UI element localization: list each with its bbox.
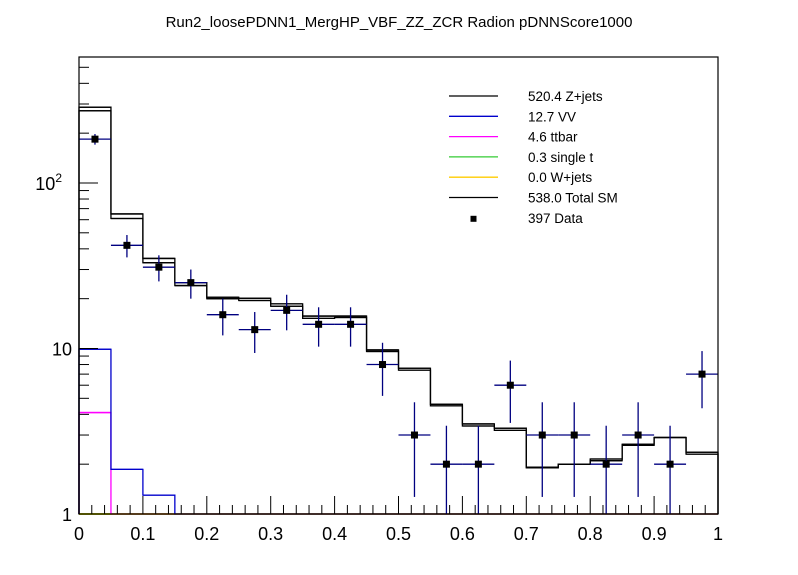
legend-entry: 12.7 VV: [449, 109, 576, 124]
data-marker: [570, 431, 578, 439]
data-point: [686, 351, 718, 409]
legend-label: 397 Data: [528, 211, 583, 226]
data-marker: [442, 460, 450, 468]
legend-label: 12.7 VV: [528, 109, 576, 124]
data-marker: [91, 135, 99, 143]
data-point: [334, 307, 367, 347]
x-tick-label: 0.7: [514, 524, 539, 544]
data-marker: [634, 431, 642, 439]
data-point: [494, 360, 527, 423]
data-point: [302, 307, 335, 347]
data-marker: [538, 431, 546, 439]
data-point: [206, 298, 239, 336]
data-marker: [347, 320, 355, 328]
x-tick-label: 0.5: [386, 524, 411, 544]
series-line-vv: [78, 348, 718, 515]
data-point: [238, 312, 271, 353]
data-point: [654, 425, 687, 514]
data-marker: [187, 279, 195, 287]
data-points-layer: [79, 134, 718, 514]
data-marker: [602, 460, 610, 468]
x-tick-label: 0.6: [450, 524, 475, 544]
data-marker: [474, 460, 482, 468]
x-tick-label: 0: [74, 524, 84, 544]
data-point: [270, 294, 303, 331]
data-marker: [410, 431, 418, 439]
data-point: [79, 134, 111, 145]
legend-label: 0.0 W+jets: [528, 170, 592, 185]
data-point: [398, 402, 431, 497]
y-tick-label: 102: [35, 171, 62, 194]
legend-label: 520.4 Z+jets: [528, 89, 603, 104]
legend-entry: 0.3 single t: [449, 150, 594, 165]
data-marker: [123, 241, 131, 249]
data-point: [174, 269, 207, 299]
data-point: [142, 255, 175, 282]
legend: 520.4 Z+jets 12.7 VV 4.6 ttbar 0.3 single t…: [449, 89, 618, 226]
y-tick-exponent: 2: [55, 171, 62, 185]
y-tick-label: 1: [62, 505, 72, 525]
histogram-layer: [78, 106, 719, 515]
legend-entry: 397 Data: [470, 211, 583, 226]
legend-entry: 520.4 Z+jets: [449, 89, 603, 104]
data-marker: [283, 306, 291, 314]
legend-label: 0.3 single t: [528, 150, 594, 165]
x-tick-label: 1: [713, 524, 723, 544]
chart-title: Run2_loosePDNN1_MergHP_VBF_ZZ_ZCR Radion…: [166, 14, 633, 31]
data-point: [558, 402, 591, 497]
x-tick-label: 0.8: [578, 524, 603, 544]
x-tick-label: 0.9: [642, 524, 667, 544]
data-marker: [506, 381, 514, 389]
data-point: [462, 425, 495, 514]
data-marker: [219, 311, 227, 319]
x-tick-label: 0.4: [322, 524, 347, 544]
data-point: [430, 425, 463, 514]
legend-marker: [470, 215, 477, 222]
data-marker: [315, 320, 323, 328]
legend-entry: 4.6 ttbar: [449, 130, 578, 145]
y-tick-label: 10: [52, 339, 72, 359]
data-marker: [251, 326, 259, 334]
legend-label: 538.0 Total SM: [528, 191, 618, 206]
x-tick-label: 0.2: [194, 524, 219, 544]
axes: 0 0.1 0.2 0.3 0.4 0.5 0.6 0.7 0.8 0.9 1 1 10 102: [35, 66, 723, 544]
data-marker: [379, 361, 387, 369]
data-point: [622, 402, 655, 497]
series-line-total-sm: [78, 106, 719, 514]
data-point: [590, 425, 623, 514]
legend-entry: 538.0 Total SM: [449, 191, 618, 206]
legend-entry: 0.0 W+jets: [449, 170, 592, 185]
data-marker: [155, 263, 163, 271]
legend-label: 4.6 ttbar: [528, 130, 578, 145]
x-tick-label: 0.3: [258, 524, 283, 544]
data-point: [110, 235, 143, 258]
data-marker: [666, 460, 674, 468]
data-point: [526, 402, 559, 497]
series-vv: [78, 348, 718, 515]
data-point: [366, 342, 399, 396]
series-total-sm: [78, 106, 719, 514]
x-tick-label: 0.1: [130, 524, 155, 544]
data-marker: [698, 370, 706, 378]
